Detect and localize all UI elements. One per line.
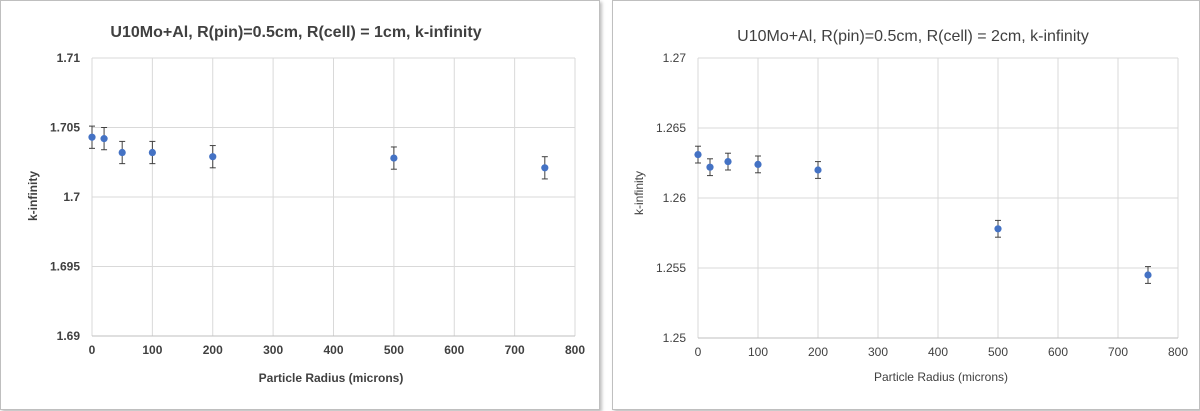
data-point: [390, 154, 398, 162]
y-tick-label: 1.25: [663, 331, 687, 345]
data-point: [706, 163, 714, 171]
x-tick-label: 600: [1048, 345, 1068, 359]
x-tick-label: 500: [988, 345, 1008, 359]
y-tick-label: 1.26: [663, 191, 687, 205]
y-tick-label: 1.705: [50, 121, 80, 135]
x-tick-label: 300: [868, 345, 888, 359]
chart-title: U10Mo+Al, R(pin)=0.5cm, R(cell) = 2cm, k…: [737, 28, 1089, 45]
chart-right: U10Mo+Al, R(pin)=0.5cm, R(cell) = 2cm, k…: [632, 28, 1188, 384]
x-tick-label: 200: [203, 343, 223, 357]
plot-area: 0 100 200 300 400 500 600 700 800 1.69 1.695 1.7 1.7…: [50, 51, 585, 357]
data-point: [88, 133, 96, 141]
data-point: [148, 148, 156, 157]
x-tick-label: 0: [695, 345, 702, 359]
y-tick-label: 1.7: [63, 190, 80, 204]
x-tick-label: 800: [1168, 345, 1188, 359]
x-tick-label: 100: [142, 343, 162, 357]
y-tick-label: 1.27: [663, 51, 687, 65]
x-tick-label: 600: [444, 343, 464, 357]
x-tick-label: 500: [384, 343, 404, 357]
x-tick-label: 0: [89, 343, 96, 357]
y-tick-label: 1.69: [57, 329, 81, 343]
data-point: [100, 135, 108, 143]
data-point: [541, 164, 549, 172]
x-axis-label: Particle Radius (microns): [874, 370, 1008, 384]
data-point: [754, 160, 762, 168]
data-point: [209, 153, 217, 161]
x-tick-label: 700: [1108, 345, 1128, 359]
plot-area: 0 100 200 300 400 500 600 700 800 1.25 1.255 1.26 1.…: [656, 51, 1188, 359]
x-tick-label: 400: [323, 343, 343, 357]
x-tick-label: 300: [263, 343, 283, 357]
x-tick-label: 400: [928, 345, 948, 359]
chart-title: U10Mo+Al, R(pin)=0.5cm, R(cell) = 1cm, k…: [110, 24, 481, 41]
y-tick-label: 1.255: [656, 261, 686, 275]
y-tick-label: 1.71: [57, 51, 81, 65]
data-point: [118, 148, 126, 157]
y-tick-label: 1.695: [50, 260, 80, 274]
y-axis-label: k-infinity: [632, 171, 646, 215]
data-point: [814, 166, 822, 174]
x-tick-label: 100: [748, 345, 768, 359]
y-axis-label: k-infinity: [26, 171, 40, 221]
data-point: [1144, 271, 1152, 279]
x-tick-label: 800: [565, 343, 585, 357]
chart-panel-right: U10Mo+Al, R(pin)=0.5cm, R(cell) = 2cm, k…: [612, 0, 1200, 410]
chart-left: U10Mo+Al, R(pin)=0.5cm, R(cell) = 1cm, k…: [26, 24, 585, 385]
x-tick-label: 200: [808, 345, 828, 359]
data-point: [694, 151, 702, 159]
chart-panel-left: U10Mo+Al, R(pin)=0.5cm, R(cell) = 1cm, k…: [0, 0, 600, 410]
y-tick-label: 1.265: [656, 121, 686, 135]
x-axis-label: Particle Radius (microns): [259, 371, 404, 385]
data-point: [724, 158, 732, 166]
data-point: [994, 225, 1002, 233]
x-tick-label: 700: [505, 343, 525, 357]
